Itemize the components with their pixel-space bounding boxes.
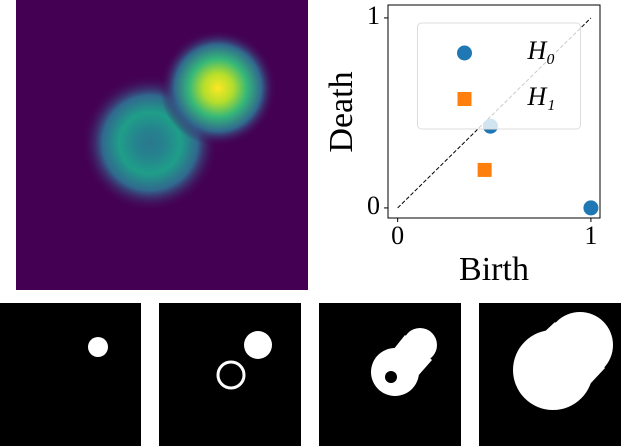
x-tick-label: 1 <box>584 221 597 250</box>
y-axis-label: Death <box>323 71 360 152</box>
threshold-images <box>0 303 621 446</box>
legend-label: H₀ <box>527 36 556 65</box>
heatmap <box>16 0 308 290</box>
y-tick-label: 0 <box>367 191 380 220</box>
data-point <box>583 200 599 216</box>
x-axis-label: Birth <box>459 251 529 288</box>
x-tick-label: 0 <box>391 221 404 250</box>
y-tick-label: 1 <box>367 1 380 30</box>
legend-label: H₁ <box>527 82 556 111</box>
data-point <box>477 162 492 177</box>
legend-box <box>417 22 581 130</box>
persistence-diagram: Birth Death 0 1 0 1 H₀ H₁ <box>323 1 601 288</box>
legend-symbol <box>457 45 472 61</box>
legend-symbol <box>457 92 472 106</box>
plot-frame <box>387 4 601 219</box>
